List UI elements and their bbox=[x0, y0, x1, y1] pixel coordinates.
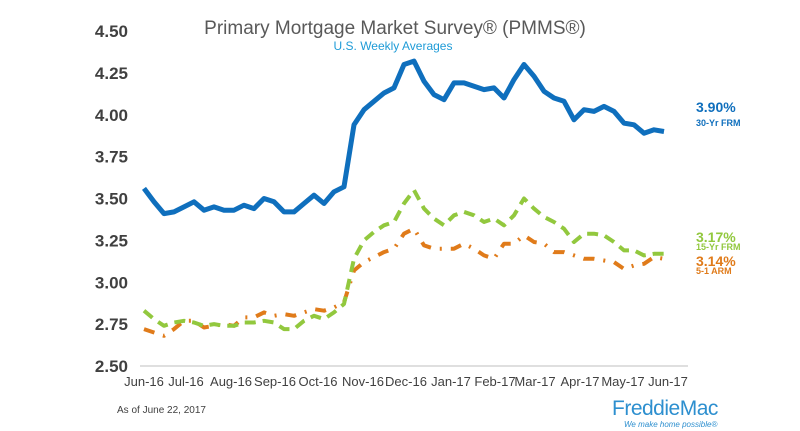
5-1-arm-value-label: 3.14% bbox=[696, 253, 736, 269]
x-tick-label: Aug-16 bbox=[210, 374, 252, 389]
30-yr-frm-value-label: 3.90% bbox=[696, 99, 736, 115]
chart-title: Primary Mortgage Market Survey® (PMMS®) bbox=[204, 18, 586, 39]
y-tick-label: 4.25 bbox=[95, 64, 128, 83]
15-yr-frm-value-label: 3.17% bbox=[696, 229, 736, 245]
30-yr-frm-line bbox=[141, 58, 665, 217]
as-of-date: As of June 22, 2017 bbox=[117, 405, 206, 416]
x-tick-label: Jun-17 bbox=[648, 374, 688, 389]
x-tick-label: Nov-16 bbox=[342, 374, 384, 389]
y-tick-label: 3.00 bbox=[95, 273, 128, 292]
15-yr-frm-line bbox=[142, 188, 664, 332]
x-tick-label: Sep-16 bbox=[254, 374, 296, 389]
x-tick-label: Apr-17 bbox=[560, 374, 599, 389]
x-tick-label: Mar-17 bbox=[514, 374, 555, 389]
logo-text-mac: Mac bbox=[679, 397, 719, 420]
x-axis: Jun-16 Jul-16 Aug-16 Sep-16 Oct-16 Nov-16 Dec-… bbox=[124, 374, 688, 389]
y-tick-label: 3.25 bbox=[95, 231, 128, 250]
x-tick-label: Jul-16 bbox=[168, 374, 203, 389]
x-tick-label: Oct-16 bbox=[298, 374, 337, 389]
30-yr-frm-name-label: 30-Yr FRM bbox=[696, 118, 741, 128]
x-tick-label: Jan-17 bbox=[431, 374, 471, 389]
y-tick-label: 3.75 bbox=[95, 148, 128, 167]
chart-subtitle: U.S. Weekly Averages bbox=[334, 39, 453, 53]
series-lines bbox=[141, 58, 665, 338]
logo-text-freddie: Freddie bbox=[612, 397, 680, 420]
x-tick-label: Feb-17 bbox=[474, 374, 515, 389]
logo-tagline: We make home possible® bbox=[624, 420, 718, 429]
freddie-mac-logo: FreddieMac We make home possible® bbox=[612, 398, 732, 430]
y-axis: 4.50 4.25 4.00 3.75 3.50 3.25 3.00 2.75 2.50 bbox=[95, 22, 128, 376]
x-tick-label: Dec-16 bbox=[385, 374, 427, 389]
15-yr-frm-name-label: 15-Yr FRM bbox=[696, 242, 741, 252]
y-tick-label: 4.00 bbox=[95, 106, 128, 125]
x-tick-label: May-17 bbox=[601, 374, 644, 389]
5-1-arm-name-label: 5-1 ARM bbox=[696, 266, 732, 276]
5-1-arm-line bbox=[143, 226, 665, 338]
y-tick-label: 2.50 bbox=[95, 357, 128, 376]
y-tick-label: 2.75 bbox=[95, 315, 128, 334]
logo-wordmark: FreddieMac bbox=[612, 398, 732, 420]
x-tick-label: Jun-16 bbox=[124, 374, 164, 389]
y-tick-label: 4.50 bbox=[95, 22, 128, 41]
y-tick-label: 3.50 bbox=[95, 190, 128, 209]
